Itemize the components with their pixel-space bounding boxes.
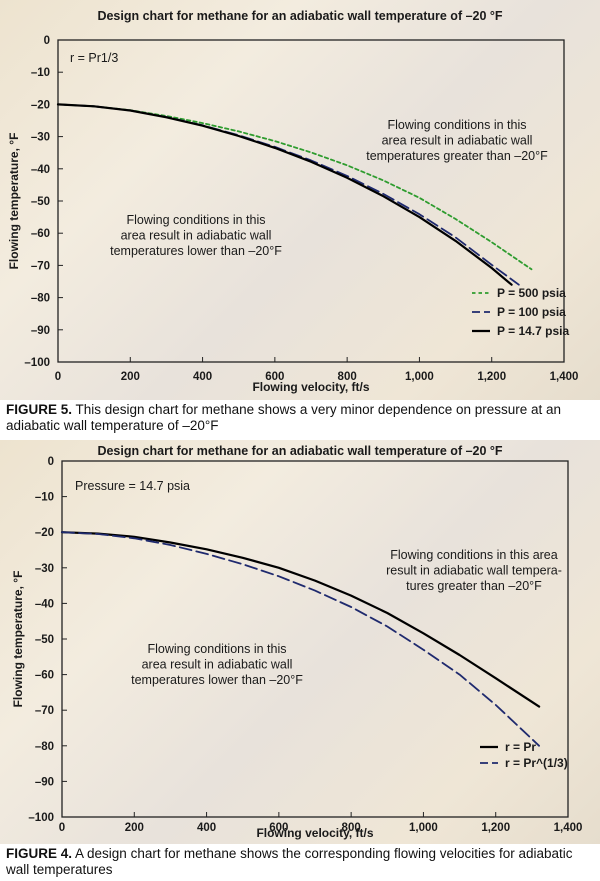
x-tick-label: 0 (55, 371, 61, 383)
x-tick-label: 800 (342, 822, 361, 834)
x-tick-label: 200 (125, 822, 144, 834)
x-axis-title: Flowing velocity, ft/s (252, 380, 369, 394)
y-tick-label: –20 (35, 527, 54, 539)
annotation-line: area result in adiabatic wall (382, 134, 533, 148)
y-tick-label: –60 (35, 670, 54, 682)
y-tick-label: –40 (31, 164, 50, 176)
y-tick-label: –30 (31, 132, 50, 144)
annotation-lower-note: Flowing conditions in this area result in… (110, 213, 282, 258)
y-axis-title: Flowing temperature, °F (7, 133, 21, 270)
legend-label-0: r = Pr (505, 740, 536, 754)
y-tick-label: –20 (31, 99, 50, 111)
annotation-lower-note: Flowing conditions in this area result in… (131, 642, 303, 687)
x-tick-label: 400 (193, 371, 212, 383)
x-tick-label: 1,200 (477, 371, 506, 383)
y-tick-label: –30 (35, 563, 54, 575)
figure-4-label: FIGURE 4. (6, 846, 73, 861)
y-tick-label: –90 (31, 325, 50, 337)
annotation-line: result in adiabatic wall tempera- (386, 564, 562, 578)
y-tick-label: 0 (48, 456, 54, 468)
x-tick-label: 600 (269, 822, 288, 834)
y-tick-label: –10 (35, 492, 54, 504)
y-tick-label: –40 (35, 598, 54, 610)
annotation-line: temperatures lower than –20°F (131, 673, 303, 687)
x-tick-label: 1,200 (481, 822, 510, 834)
y-axis-title: Flowing temperature, °F (11, 571, 25, 708)
y-tick-label: 0 (44, 35, 50, 47)
y-tick-label: –100 (28, 812, 54, 824)
legend-label-1: P = 100 psia (497, 305, 566, 319)
figure-5-caption: FIGURE 5. This design chart for methane … (6, 402, 596, 434)
chart-figure-5: Design chart for methane for an adiabati… (7, 9, 579, 394)
annotation-corner-note: r = Pr1/3 (70, 51, 118, 65)
series-line-2 (56, 103, 513, 286)
annotation-upper-note: Flowing conditions in this area result in… (386, 548, 562, 593)
legend-label-1: r = Pr^(1/3) (505, 756, 568, 770)
annotation-line: area result in adiabatic wall (121, 229, 272, 243)
x-tick-label: 600 (265, 371, 284, 383)
figure-5-caption-text: This design chart for methane shows a ve… (6, 402, 562, 433)
y-tick-label: –70 (35, 705, 54, 717)
annotation-line: Pressure = 14.7 psia (75, 479, 190, 493)
y-tick-label: –80 (31, 293, 50, 305)
annotation-line: Flowing conditions in this (388, 118, 527, 132)
annotation-line: Flowing conditions in this (127, 213, 266, 227)
x-tick-label: 0 (59, 822, 65, 834)
y-tick-label: –70 (31, 260, 50, 272)
chart-title: Design chart for methane for an adiabati… (97, 9, 502, 23)
x-tick-label: 1,400 (550, 371, 579, 383)
annotation-line: Flowing conditions in this (148, 642, 287, 656)
x-tick-label: 1,000 (405, 371, 434, 383)
x-tick-label: 400 (197, 822, 216, 834)
x-tick-label: 1,000 (409, 822, 438, 834)
legend-label-0: P = 500 psia (497, 286, 566, 300)
figure-4-caption: FIGURE 4. A design chart for methane sho… (6, 846, 596, 878)
annotation-line: temperatures lower than –20°F (110, 244, 282, 258)
annotation-corner-note: Pressure = 14.7 psia (75, 479, 190, 493)
y-tick-label: –10 (31, 67, 50, 79)
figure-4-caption-text: A design chart for methane shows the cor… (6, 846, 573, 877)
figure-5-label: FIGURE 5. (6, 402, 73, 417)
x-tick-label: 1,400 (554, 822, 583, 834)
y-tick-label: –100 (24, 357, 50, 369)
chart-title: Design chart for methane for an adiabati… (97, 444, 502, 458)
annotation-upper-note: Flowing conditions in this area result in… (366, 118, 548, 163)
x-tick-label: 800 (338, 371, 357, 383)
annotation-line: area result in adiabatic wall (142, 658, 293, 672)
series-line-1 (61, 531, 540, 747)
x-axis-title: Flowing velocity, ft/s (256, 826, 373, 840)
y-tick-label: –60 (31, 228, 50, 240)
annotation-line: temperatures greater than –20°F (366, 149, 548, 163)
y-tick-label: –50 (31, 196, 50, 208)
annotation-line: tures greater than –20°F (406, 579, 542, 593)
chart-figure-4: Design chart for methane for an adiabati… (11, 444, 583, 840)
chart-panel-figure-4: Design chart for methane for an adiabati… (0, 440, 600, 844)
plot-frame (57, 39, 565, 363)
annotation-line: Flowing conditions in this area (390, 548, 557, 562)
y-tick-label: –80 (35, 741, 54, 753)
y-tick-label: –90 (35, 776, 54, 788)
x-tick-label: 200 (121, 371, 140, 383)
legend-label-2: P = 14.7 psia (497, 324, 569, 338)
annotation-line: r = Pr1/3 (70, 51, 118, 65)
y-tick-label: –50 (35, 634, 54, 646)
series-line-0 (60, 531, 541, 708)
chart-panel-figure-5: Design chart for methane for an adiabati… (0, 0, 600, 400)
